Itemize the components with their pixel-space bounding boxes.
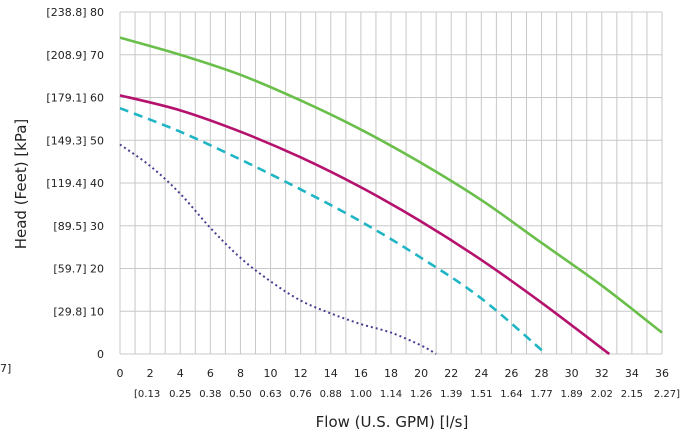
y-tick-label: [89.5] 30 [53, 220, 104, 233]
y-tick-label: 0 [97, 348, 104, 361]
x-axis-title: Flow (U.S. GPM) [l/s] [316, 413, 469, 431]
y-tick-labels: 0 [29.8] 10 [59.7] 20 [89.5] 30 [119.4] 40 [1… [46, 6, 104, 361]
x-secondary-tick-label: 1.39 [440, 389, 462, 400]
x-secondary-tick-label: 1.89 [561, 389, 583, 400]
x-secondary-tick-label: 0.63 [259, 389, 281, 400]
x-secondary-tick-label: 1.26 [410, 389, 432, 400]
series-line-1 [119, 36, 663, 334]
x-tick-label: 34 [625, 367, 639, 380]
x-secondary-tick-label: [0.13 [134, 389, 160, 400]
x-tick-label: 18 [384, 367, 398, 380]
x-secondary-tick-label: 1.51 [470, 389, 492, 400]
series-lines [119, 36, 663, 356]
y-tick-label: [179.1] 60 [46, 92, 104, 105]
x-secondary-tick-label: 0.76 [290, 389, 312, 400]
x-tick-label: 32 [595, 367, 609, 380]
x-tick-label: 12 [294, 367, 308, 380]
x-tick-label: 4 [177, 367, 184, 380]
y-axis-title: Head (Feet) [kPa] [12, 119, 30, 250]
x-secondary-tick-label: 0.38 [199, 389, 221, 400]
x-secondary-tick-label: 2.02 [591, 389, 613, 400]
x-secondary-tick-labels: [0.13 0.25 0.38 0.50 0.63 0.76 0.88 1.00 1.14 1.2… [134, 389, 680, 400]
y-tick-label: [208.9] 70 [46, 49, 104, 62]
series-line-2 [119, 94, 611, 356]
x-secondary-tick-label: 1.77 [530, 389, 552, 400]
x-tick-label: 14 [324, 367, 338, 380]
x-tick-label: 20 [414, 367, 428, 380]
x-tick-label: 26 [504, 367, 518, 380]
grid [119, 11, 663, 355]
x-tick-label: 8 [237, 367, 244, 380]
x-secondary-tick-label: 2.27] [654, 389, 680, 400]
series-line-4 [119, 143, 437, 355]
x-tick-label: 16 [354, 367, 368, 380]
x-secondary-tick-label: 1.64 [500, 389, 522, 400]
y-tick-label: [59.7] 20 [53, 263, 104, 276]
left-edge-label-fragment: 7] [0, 362, 11, 375]
x-tick-label: 10 [264, 367, 278, 380]
x-secondary-tick-label: 0.50 [229, 389, 251, 400]
x-secondary-tick-label: 0.25 [169, 389, 191, 400]
y-tick-label: [149.3] 50 [46, 134, 104, 147]
x-secondary-tick-label: 2.15 [621, 389, 643, 400]
x-tick-labels: 0 2 4 6 8 10 12 14 16 18 20 22 24 26 28 30 32 34 36 [117, 367, 670, 380]
x-secondary-tick-label: 1.14 [380, 389, 402, 400]
x-tick-label: 36 [655, 367, 669, 380]
x-tick-label: 22 [444, 367, 458, 380]
x-tick-label: 30 [565, 367, 579, 380]
y-tick-label: [29.8] 10 [53, 305, 104, 318]
y-tick-label: [119.4] 40 [46, 177, 104, 190]
y-tick-label: [238.8] 80 [46, 6, 104, 19]
x-tick-label: 24 [474, 367, 488, 380]
series-line-3 [119, 106, 547, 355]
x-tick-label: 28 [535, 367, 549, 380]
x-tick-label: 6 [207, 367, 214, 380]
x-tick-label: 0 [117, 367, 124, 380]
x-secondary-tick-label: 0.88 [320, 389, 342, 400]
x-tick-label: 2 [147, 367, 154, 380]
x-secondary-tick-label: 1.00 [350, 389, 372, 400]
